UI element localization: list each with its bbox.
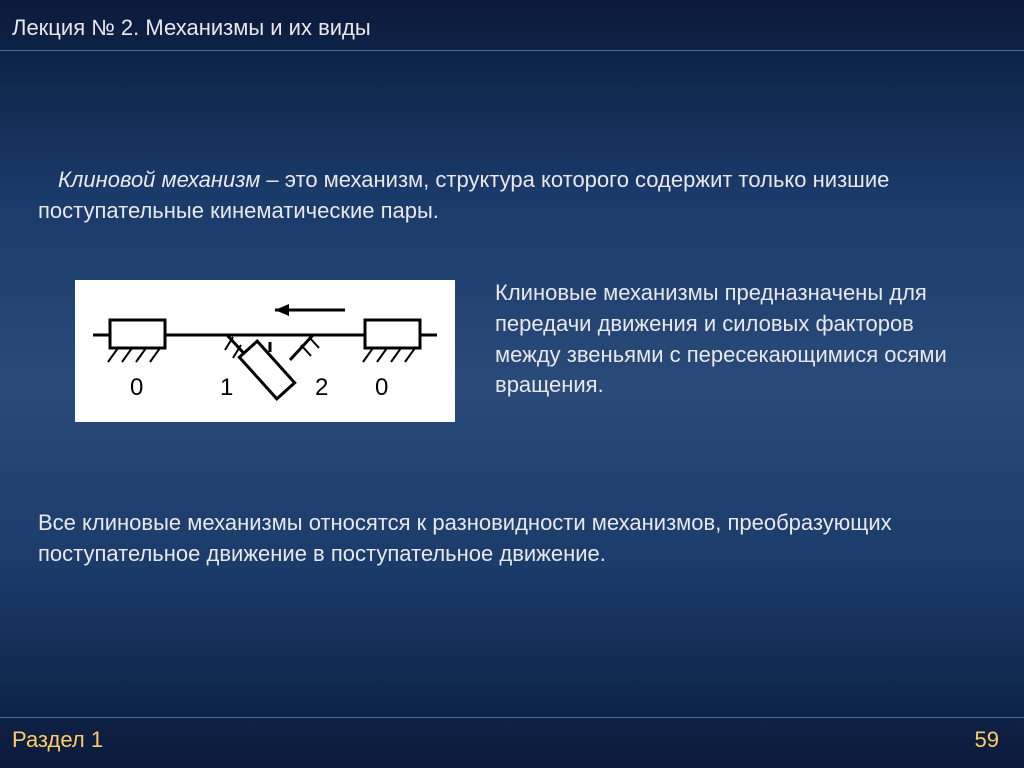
slide-header-title: Лекция № 2. Механизмы и их виды — [12, 15, 371, 41]
diagram-label-1: 1 — [220, 374, 233, 401]
diagram-label-0-right: 0 — [375, 374, 388, 401]
side-description: Клиновые механизмы предназначены для пер… — [495, 278, 984, 401]
diagram-label-2: 2 — [315, 374, 328, 401]
footer-divider — [0, 717, 1024, 718]
mechanism-svg: 0 1 2 0 — [75, 280, 455, 422]
diagram-label-0-left: 0 — [130, 374, 143, 401]
header-divider — [0, 50, 1024, 51]
footer-section: Раздел 1 — [12, 727, 103, 753]
definition-term: Клиновой механизм — [58, 167, 260, 192]
definition-paragraph: Клиновой механизм – это механизм, структ… — [38, 165, 984, 227]
bottom-description: Все клиновые механизмы относятся к разно… — [38, 508, 984, 570]
footer-page-number: 59 — [975, 727, 999, 753]
mechanism-diagram: 0 1 2 0 — [75, 280, 455, 422]
